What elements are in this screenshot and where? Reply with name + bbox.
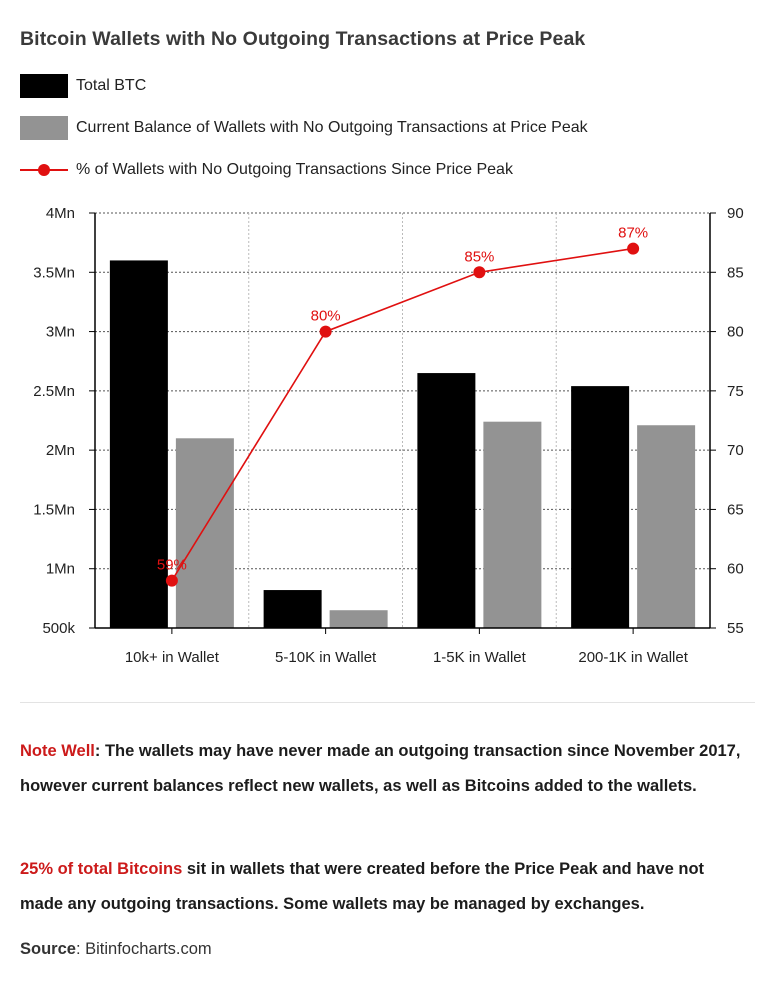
pct-point <box>319 325 332 338</box>
legend-total-swatch <box>20 74 68 98</box>
x-tick-label: 10k+ in Wallet <box>125 649 220 666</box>
stat-paragraph: 25% of total Bitcoins sit in wallets tha… <box>20 852 750 922</box>
bar-total-btc <box>571 386 630 628</box>
source-label: Source <box>20 940 76 958</box>
chart-title: Bitcoin Wallets with No Outgoing Transac… <box>20 28 586 50</box>
legend-pct: % of Wallets with No Outgoing Transactio… <box>20 158 513 182</box>
legend-balance-label: Current Balance of Wallets with No Outgo… <box>76 119 588 136</box>
legend-total-label: Total BTC <box>76 77 147 94</box>
note-text: The wallets may have never made an outgo… <box>20 742 741 795</box>
note-colon: : <box>94 742 101 760</box>
y-tick-label-right: 80 <box>727 324 744 341</box>
y-tick-label-left: 1.5Mn <box>33 501 75 518</box>
note-label: Note Well <box>20 742 95 760</box>
bar-total-btc <box>109 260 168 628</box>
legend-total: Total BTC <box>20 74 146 98</box>
bar-current-balance <box>329 610 388 628</box>
source-value: Bitinfocharts.com <box>80 940 212 958</box>
legend-balance: Current Balance of Wallets with No Outgo… <box>20 116 588 140</box>
y-tick-label-left: 500k <box>42 620 75 637</box>
legend-balance-swatch <box>20 116 68 140</box>
source-colon: : <box>75 940 81 958</box>
y-tick-label-left: 3.5Mn <box>33 264 75 281</box>
pct-point <box>165 574 178 587</box>
y-tick-label-right: 60 <box>727 561 744 578</box>
stat-highlight: 25% of total Bitcoins <box>20 860 183 878</box>
bar-total-btc <box>417 373 476 628</box>
y-tick-label-right: 85 <box>727 264 744 281</box>
x-tick-label: 200-1K in Wallet <box>578 649 688 666</box>
stat-text: sit in wallets that were created before … <box>20 860 705 913</box>
pct-data-label: 59% <box>157 557 187 574</box>
y-tick-label-left: 2Mn <box>46 442 75 459</box>
y-tick-label-right: 55 <box>727 620 744 637</box>
pct-point <box>473 266 486 279</box>
x-tick-label: 5-10K in Wallet <box>275 649 377 666</box>
y-tick-label-right: 65 <box>727 501 744 518</box>
pct-data-label: 80% <box>311 308 341 325</box>
y-tick-label-left: 2.5Mn <box>33 383 75 400</box>
y-tick-label-left: 4Mn <box>46 205 75 222</box>
pct-series-line <box>171 247 634 581</box>
bar-current-balance <box>483 421 542 628</box>
y-tick-label-left: 1Mn <box>46 561 75 578</box>
pct-point <box>627 242 640 255</box>
x-tick-label: 1-5K in Wallet <box>433 649 527 666</box>
bar-current-balance <box>175 438 234 628</box>
y-tick-label-left: 3Mn <box>46 324 75 341</box>
bar-total-btc <box>263 590 322 628</box>
y-tick-label-right: 90 <box>727 205 744 222</box>
bar-current-balance <box>637 425 696 628</box>
y-tick-label-right: 75 <box>727 383 744 400</box>
source-line: Source: Bitinfocharts.com <box>20 940 212 959</box>
pct-data-label: 87% <box>618 225 648 242</box>
legend-pct-label: % of Wallets with No Outgoing Transactio… <box>76 161 513 178</box>
note-paragraph: Note Well: The wallets may have never ma… <box>20 734 750 804</box>
divider <box>20 702 755 703</box>
y-tick-label-right: 70 <box>727 442 744 459</box>
bar-line-chart: 500k 1Mn 1.5Mn 2Mn 2.5Mn 3Mn 3.5Mn 4Mn 55 60 65 70 7… <box>33 205 744 666</box>
legend-pct-marker <box>20 158 68 182</box>
pct-data-label: 85% <box>464 248 494 265</box>
